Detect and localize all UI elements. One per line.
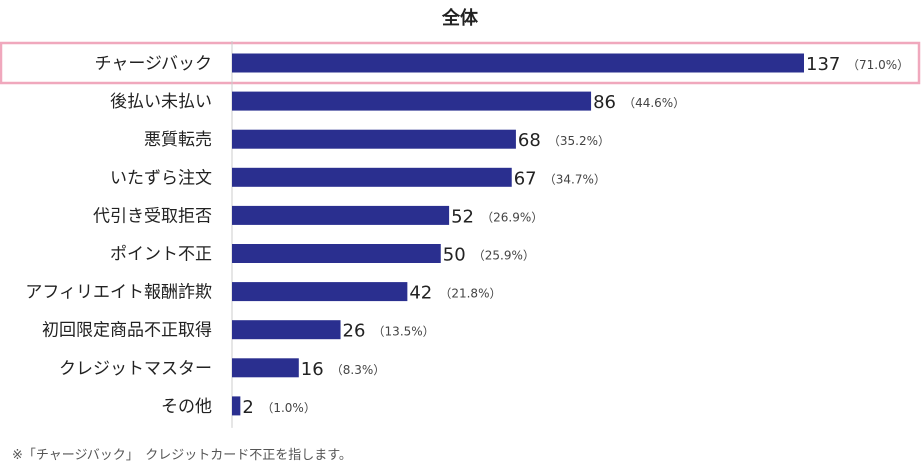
percent-label: （34.7%） <box>544 172 606 186</box>
value-label: 2 <box>242 397 253 418</box>
percent-label: （13.5%） <box>373 325 435 339</box>
bar <box>232 244 441 263</box>
value-label: 50 <box>443 245 466 266</box>
bar <box>232 320 341 340</box>
bar <box>232 129 516 149</box>
footnote: ※「チャージバック」 クレジットカード不正を指します。 <box>12 448 352 463</box>
category-label: 悪質転売 <box>144 130 212 150</box>
category-label: アフィリエイト報酬詐欺 <box>25 283 212 303</box>
bars-layer <box>232 53 804 416</box>
bar <box>232 205 450 225</box>
category-label: チャージバック <box>95 54 212 74</box>
percent-label: （8.3%） <box>331 363 386 377</box>
category-label: 代引き受取拒否 <box>93 206 212 226</box>
value-label: 67 <box>514 168 537 189</box>
value-label: 137 <box>806 54 840 75</box>
bar <box>232 167 512 187</box>
category-label: 後払い未払い <box>110 92 212 112</box>
category-label: 初回限定商品不正取得 <box>42 321 212 341</box>
highlight-layer <box>0 41 921 85</box>
percent-label: （71.0%） <box>847 58 909 72</box>
value-label: 16 <box>301 359 324 380</box>
highlight-box <box>0 41 921 85</box>
percent-label: （44.6%） <box>623 96 685 110</box>
category-label: クレジットマスター <box>59 359 212 379</box>
bar <box>232 53 804 73</box>
chart-title: 全体 <box>441 7 479 29</box>
category-label: その他 <box>161 397 212 417</box>
category-label: ポイント不正 <box>110 245 212 265</box>
percent-label: （25.9%） <box>473 249 535 263</box>
value-label: 68 <box>518 130 541 151</box>
percent-label: （26.9%） <box>481 210 543 224</box>
percent-label: （35.2%） <box>548 134 610 148</box>
labels-layer: チャージバック 137 （71.0%） 後払い未払い 86 （44.6%） 悪質転売 68 （3… <box>25 54 909 418</box>
percent-label: （21.8%） <box>439 287 501 301</box>
value-label: 42 <box>409 283 432 304</box>
category-label: いたずら注文 <box>110 168 212 188</box>
bar <box>232 396 241 416</box>
value-label: 26 <box>343 321 366 342</box>
value-label: 52 <box>451 206 474 227</box>
bar <box>232 358 299 378</box>
bar <box>232 282 408 302</box>
bar <box>232 91 592 111</box>
value-label: 86 <box>593 92 616 113</box>
percent-label: （1.0%） <box>261 401 316 415</box>
